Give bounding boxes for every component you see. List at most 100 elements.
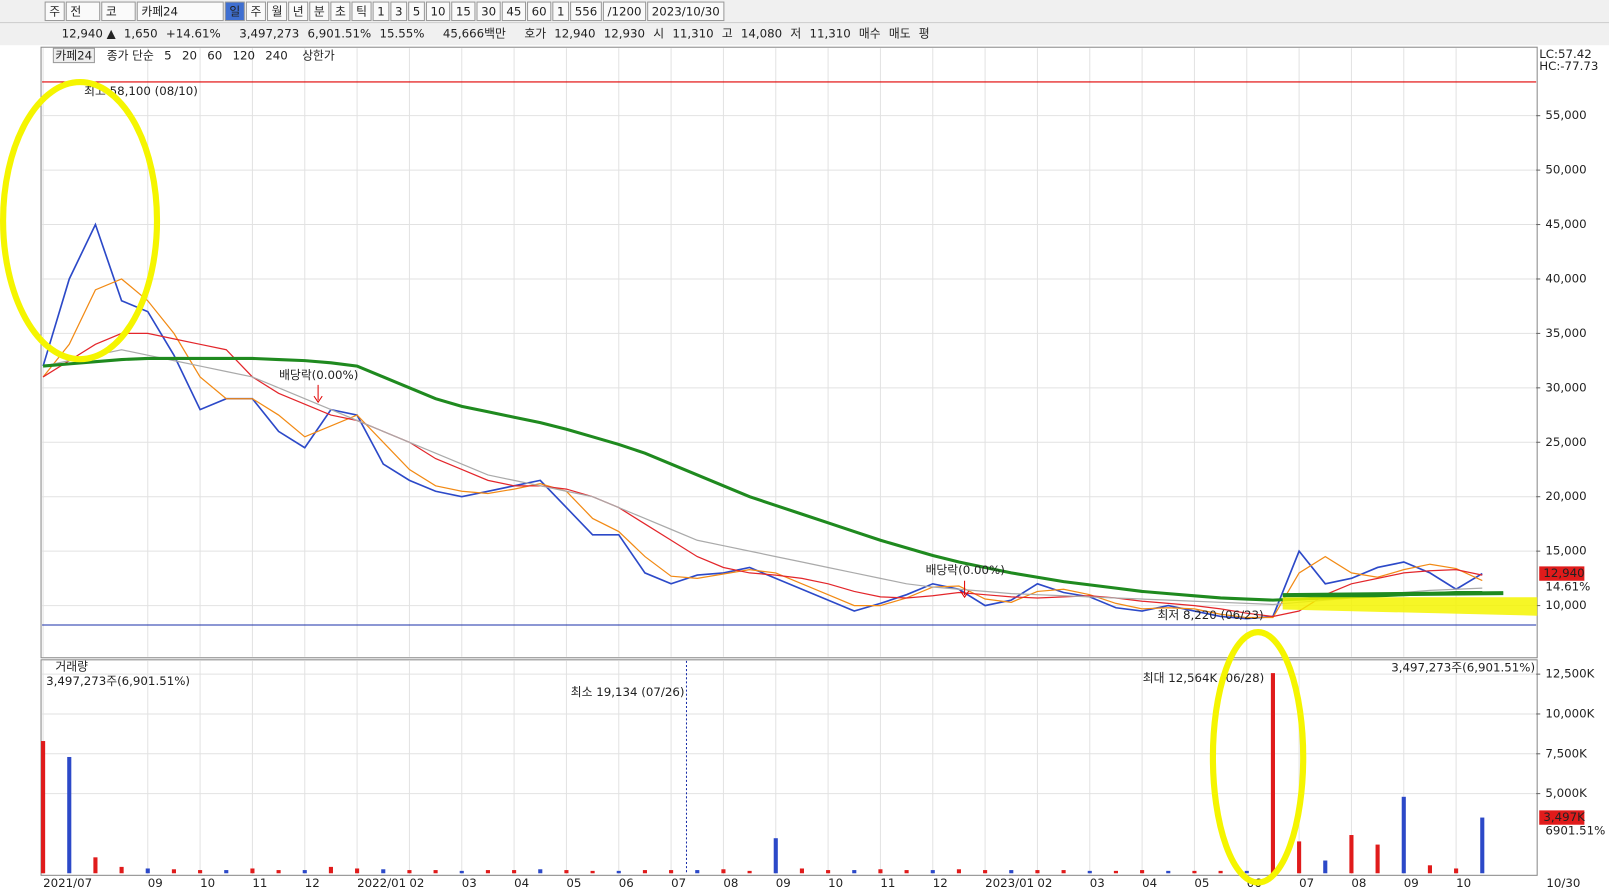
volume-bar: [852, 870, 857, 874]
volume-bar: [1401, 796, 1406, 874]
y-tick-label: 55,000: [1545, 108, 1586, 122]
highlight-band: [1282, 597, 1538, 616]
volume-bar: [198, 870, 203, 874]
toolbar-button[interactable]: [570, 1, 602, 22]
volume-bar: [1480, 817, 1485, 874]
toolbar-label: 3: [395, 4, 403, 18]
volume-subtitle: 3,497,273주(6,901.51%): [46, 674, 190, 688]
volume-bar: [171, 869, 176, 874]
toolbar-button[interactable]: [425, 1, 451, 22]
last-price-tag: [1539, 566, 1585, 581]
series-line: [42, 332, 1483, 618]
x-tick-label: 03: [462, 876, 477, 890]
x-tick-label: 07: [1299, 876, 1314, 890]
volume-bar: [799, 868, 804, 874]
quote-field[interactable]: 매수: [859, 26, 881, 40]
volume-bar: [695, 870, 700, 874]
volume-bar: [1166, 870, 1171, 874]
volume-bar: [67, 756, 72, 874]
series-line: [42, 349, 1483, 606]
toolbar-button[interactable]: [65, 1, 101, 22]
toolbar-button[interactable]: [451, 1, 476, 22]
toolbar-button[interactable]: [647, 1, 725, 22]
y-tick-label: 10,000: [1545, 598, 1586, 612]
quote-field: 11,310: [672, 26, 713, 40]
volume-panel: [40, 659, 1538, 876]
trend-line: [1282, 591, 1504, 598]
toolbar-label: 주: [250, 4, 261, 18]
user-drawings: [0, 79, 1538, 886]
toolbar-button[interactable]: [527, 1, 552, 22]
x-tick-label: 2022/01: [357, 876, 406, 890]
x-tick-label: 08: [1351, 876, 1366, 890]
quote-field: 저: [790, 26, 801, 40]
x-tick-label: 10: [828, 876, 843, 890]
toolbar-label: 분: [314, 4, 325, 18]
y-tick-label: 12,500K: [1545, 667, 1594, 681]
toolbar-button[interactable]: [476, 1, 501, 22]
x-tick-label: 04: [514, 876, 529, 890]
toolbar-button[interactable]: [245, 1, 266, 22]
toolbar-button[interactable]: [372, 1, 390, 22]
x-tick-label: 05: [1194, 876, 1209, 890]
y-tick-label: 40,000: [1545, 271, 1586, 285]
quote-field[interactable]: 평: [919, 26, 930, 40]
toolbar-label: 30: [481, 4, 496, 18]
toolbar-button[interactable]: [501, 1, 527, 22]
toolbar-button[interactable]: [552, 1, 570, 22]
x-tick-label: 12: [933, 876, 948, 890]
toolbar-button[interactable]: [408, 1, 425, 22]
volume-bar: [1375, 844, 1380, 874]
legend-subtitle: 종가 단순: [107, 48, 154, 62]
toolbar-button[interactable]: [330, 1, 351, 22]
toolbar-button[interactable]: [602, 1, 647, 22]
volume-bar: [145, 868, 150, 874]
toolbar-label: 15: [456, 4, 471, 18]
y-tick-label: 20,000: [1545, 489, 1586, 503]
volume-bar: [669, 870, 674, 874]
toolbar-label: 1: [557, 4, 565, 18]
dividend-arrow: [960, 580, 970, 599]
quote-field: 45,666백만: [443, 26, 506, 40]
volume-bar: [302, 870, 307, 874]
highlight-ellipse: [1209, 629, 1307, 886]
quote-field: 1,650: [124, 26, 158, 40]
quote-field: 12,940 ▲: [62, 26, 117, 40]
toolbar-button[interactable]: [101, 1, 136, 22]
volume-bar: [1427, 865, 1432, 874]
toolbar-button[interactable]: [44, 1, 65, 22]
toolbar-button[interactable]: [136, 1, 224, 22]
annotation: 최소 19,134 (07/26): [571, 685, 685, 699]
x-tick-label: 02: [1037, 876, 1052, 890]
annotation: LC:57.42: [1539, 47, 1592, 61]
toolbar-button[interactable]: [224, 1, 245, 22]
y-tick-label: 7,500K: [1545, 746, 1587, 760]
quote-field: 고: [722, 26, 733, 40]
series-line: [42, 356, 1483, 602]
toolbar-button[interactable]: [309, 1, 330, 22]
quote-field: 시: [653, 26, 664, 40]
x-tick-label: 09: [776, 876, 791, 890]
toolbar-button[interactable]: [390, 1, 408, 22]
annotation: 최대 12,564K (06/28): [1143, 671, 1264, 685]
volume-bar: [1297, 841, 1302, 874]
quote-field: 6,901.51%: [307, 26, 371, 40]
chart-title: 카페24: [55, 48, 92, 62]
annotation: 최저 8,220 (06/23): [1157, 608, 1263, 622]
last-volume-tag: [1539, 810, 1585, 825]
toolbar-button[interactable]: [288, 1, 309, 22]
x-tick-label: 09: [148, 876, 163, 890]
x-tick-label: 2023/01: [985, 876, 1034, 890]
toolbar-button[interactable]: [266, 1, 288, 22]
volume-bar: [1140, 870, 1145, 874]
quote-field: 15.55%: [379, 26, 424, 40]
toolbar-label: 초: [335, 4, 346, 18]
legend-entry: 상한가: [302, 48, 335, 62]
volume-bar: [381, 869, 386, 874]
quote-field[interactable]: 매도: [889, 26, 911, 40]
volume-bar: [328, 866, 333, 874]
toolbar-button[interactable]: [351, 1, 372, 22]
annotation: 배당락(0.00%): [279, 368, 358, 382]
volume-bar: [1009, 870, 1014, 874]
volume-bar: [1035, 870, 1040, 874]
